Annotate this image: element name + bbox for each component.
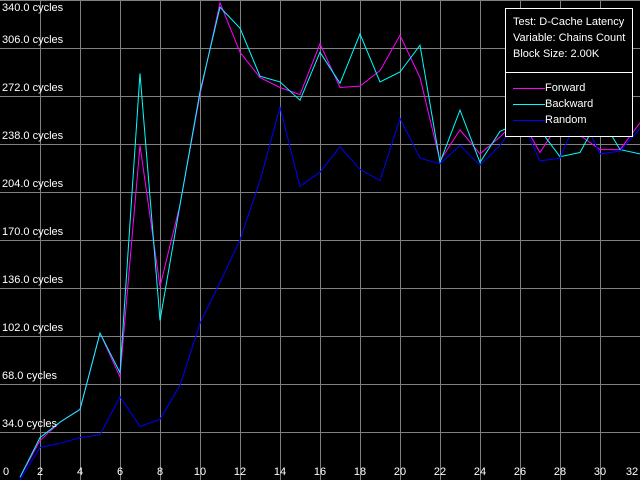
- legend-label: Random: [545, 114, 587, 126]
- series-line-forward: [19, 1, 640, 478]
- x-tick-label: 12: [233, 466, 247, 478]
- x-tick-label: 8: [156, 466, 164, 478]
- x-tick-label: 6: [116, 466, 124, 478]
- legend-label: Backward: [545, 98, 594, 110]
- legend-label: Forward: [545, 82, 586, 94]
- x-tick-label: 26: [513, 466, 527, 478]
- legend-swatch: [513, 120, 545, 121]
- x-tick-label: 22: [433, 466, 447, 478]
- legend-divider: [506, 72, 632, 73]
- x-tick-label: 20: [393, 466, 407, 478]
- legend-swatch: [513, 104, 545, 105]
- x-tick-label: 16: [313, 466, 327, 478]
- info-variable: Variable: Chains Count: [513, 32, 626, 44]
- y-tick-label: 68.0 cycles: [2, 370, 58, 382]
- y-tick-label: 34.0 cycles: [2, 418, 58, 430]
- x-tick-label: 10: [193, 466, 207, 478]
- x-tick-label: 28: [553, 466, 567, 478]
- x-tick-label: 0: [2, 466, 10, 478]
- x-tick-label: 30: [593, 466, 607, 478]
- x-tick-label: 18: [353, 466, 367, 478]
- x-tick-label: 14: [273, 466, 287, 478]
- y-tick-label: 136.0 cycles: [2, 274, 64, 286]
- y-tick-label: 204.0 cycles: [2, 178, 64, 190]
- x-tick-label: 4: [76, 466, 84, 478]
- x-tick-label: 2: [36, 466, 44, 478]
- x-tick-label: 32: [625, 466, 639, 478]
- y-tick-label: 272.0 cycles: [2, 82, 64, 94]
- info-block-size: Block Size: 2.00K: [513, 48, 600, 60]
- legend-swatch: [513, 88, 545, 89]
- y-tick-label: 340.0 cycles: [2, 2, 64, 14]
- y-tick-label: 170.0 cycles: [2, 226, 64, 238]
- legend: Test: D-Cache Latency Variable: Chains C…: [505, 8, 633, 137]
- info-test: Test: D-Cache Latency: [513, 16, 625, 28]
- y-tick-label: 102.0 cycles: [2, 322, 64, 334]
- series-line-random: [19, 105, 640, 480]
- y-tick-label: 238.0 cycles: [2, 130, 64, 142]
- y-tick-label: 306.0 cycles: [2, 34, 64, 46]
- x-tick-label: 24: [473, 466, 487, 478]
